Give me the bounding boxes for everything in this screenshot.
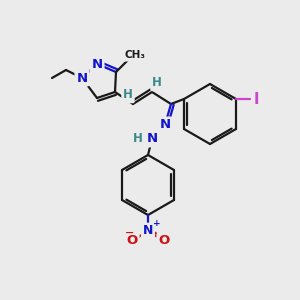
Text: I: I <box>253 92 259 106</box>
Text: O: O <box>126 235 138 248</box>
Text: H: H <box>133 133 143 146</box>
Text: N: N <box>159 118 171 131</box>
Text: H: H <box>152 76 162 89</box>
Text: N: N <box>146 133 158 146</box>
Text: N: N <box>92 58 103 70</box>
Text: N: N <box>143 224 153 238</box>
Text: O: O <box>158 235 169 248</box>
Text: +: + <box>153 219 160 228</box>
Text: H: H <box>123 88 133 101</box>
Text: −: − <box>125 228 134 238</box>
Text: CH₃: CH₃ <box>124 50 146 60</box>
Text: N: N <box>76 71 88 85</box>
